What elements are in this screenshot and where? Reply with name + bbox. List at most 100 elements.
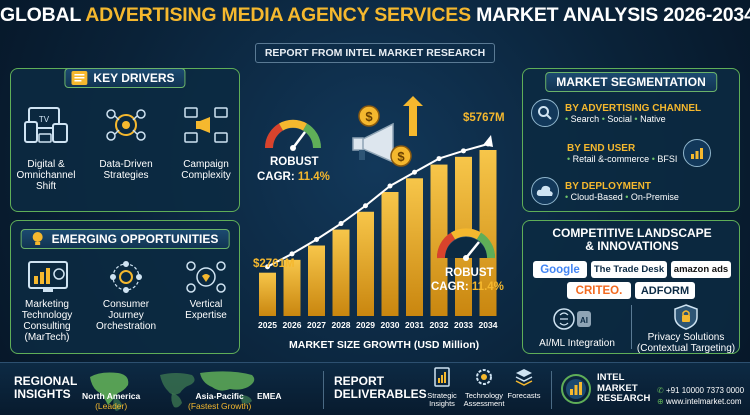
chart-bar-2032 (430, 164, 448, 316)
deliverable-forecasts: Forecasts (506, 367, 542, 400)
phone-line: ✆ +91 10000 7373 0000 (657, 386, 745, 395)
logo-adform: ADFORM (635, 282, 695, 299)
chart-bar-2026 (283, 259, 301, 316)
chart-tick-2028: 2028 (332, 320, 351, 330)
emerging-label-2: Consumer Journey Orchestration (95, 299, 157, 332)
trend-point-2030 (387, 183, 393, 189)
website-line[interactable]: ⊕ www.intelmarket.com (657, 397, 742, 406)
deliverable-technology-assessment: Technology Assessment (462, 367, 506, 408)
trend-point-2031 (412, 169, 417, 175)
intel-market-logo-icon (561, 374, 591, 404)
emerging-label-3: Vertical Expertise (185, 299, 227, 321)
start-value-label: $2761M (253, 258, 295, 270)
devices-icon: TV (23, 105, 69, 145)
innovation-label-ai: AI/ML Integration (539, 338, 615, 349)
chart-tick-2034: 2034 (479, 320, 498, 330)
chart-tick-2025: 2025 (258, 320, 277, 330)
key-drivers-heading: KEY DRIVERS (64, 68, 186, 88)
cloud-icon (531, 177, 559, 205)
globe-icon: ⊕ (657, 397, 664, 406)
shield-lock-icon (674, 304, 698, 330)
chart-axis-title: MARKET SIZE GROWTH (USD Million) (289, 339, 480, 351)
logo-trade-desk: The Trade Desk (591, 261, 667, 278)
chart-bar-2034 (479, 150, 497, 316)
chart-tick-2032: 2032 (430, 320, 449, 330)
bottom-bar: REGIONAL INSIGHTS North America (Leader)… (0, 362, 750, 415)
svg-text:$: $ (397, 149, 405, 164)
growth-section: ROBUST CAGR: 11.4% $ $ 2025 2026 2027 2028 2… (245, 68, 510, 360)
chart-tick-2027: 2027 (307, 320, 326, 330)
trend-point-2032 (436, 156, 442, 162)
innovation-label-privacy: Privacy Solutions (Contextual Targeting) (636, 332, 736, 354)
competitive-heading: COMPETITIVE LANDSCAPE & INNOVATIONS (552, 226, 712, 253)
segment-channel-items: • Search • Social • Native (565, 113, 666, 124)
emerging-opportunities-panel: EMERGING OPPORTUNITIES Marketing Technol… (10, 220, 240, 354)
list-icon (71, 71, 88, 85)
journey-icon (103, 257, 149, 297)
chart-icon (683, 139, 712, 167)
lightbulb-icon (32, 232, 43, 245)
title-part-1: GLOBAL (0, 4, 86, 26)
ai-robot-icon: AI (553, 308, 591, 330)
cagr-label-bottom: CAGR: 11.4% (431, 281, 504, 293)
logo-criteo: CRITEO. (567, 282, 631, 299)
layers-icon (515, 369, 533, 386)
segment-deployment: BY DEPLOYMENT • Cloud-Based • On-Premise (531, 177, 679, 205)
driver-label-2: Data-Driven Strategies (99, 159, 153, 181)
report-source-banner: REPORT FROM INTEL MARKET RESEARCH (255, 43, 495, 63)
megaphone-network-icon (183, 105, 229, 145)
robust-label-bottom: ROBUST (445, 267, 494, 279)
segmentation-heading: MARKET SEGMENTATION (545, 72, 717, 92)
segment-channel-title: BY ADVERTISING CHANNEL (565, 102, 702, 114)
gear-check-icon (476, 369, 492, 385)
chart-tick-2031: 2031 (405, 320, 424, 330)
trend-point-2026 (289, 251, 295, 257)
title-part-3: MARKET ANALYSIS 2026-2034 (470, 4, 750, 26)
divider (631, 305, 632, 349)
trend-line (267, 143, 489, 268)
end-value-label: $5767M (463, 112, 505, 124)
megaphone-coins-icon: $ $ (352, 96, 423, 167)
chart-bar-2028 (332, 229, 350, 316)
region-emea: EMEA (257, 391, 282, 401)
contact-info: ✆ +91 10000 7373 0000 ⊕ www.intelmarket.… (657, 385, 744, 407)
emerging-heading: EMERGING OPPORTUNITIES (20, 229, 230, 249)
trend-point-2029 (363, 203, 368, 209)
emerging-label-1: Marketing Technology Consulting (MarTech… (21, 299, 73, 343)
world-map-icon (90, 371, 255, 411)
competitive-landscape-panel: COMPETITIVE LANDSCAPE & INNOVATIONS Goog… (522, 220, 740, 354)
growth-bar-chart: 2025 2026 2027 2028 2029 2030 2031 2032 2033 2034 (258, 135, 498, 330)
segment-deployment-items: • Cloud-Based • On-Premise (565, 191, 679, 202)
chart-bar-2025 (259, 272, 276, 316)
document-chart-icon (434, 367, 450, 387)
trend-point-2025 (265, 264, 270, 270)
chart-bar-2029 (357, 211, 374, 316)
bottom-divider-2 (551, 371, 552, 409)
search-icon (531, 99, 559, 127)
key-drivers-panel: KEY DRIVERS TV Digital & Omnichannel Shi… (10, 68, 240, 212)
chart-bar-2030 (381, 192, 399, 316)
phone-icon: ✆ (657, 386, 664, 395)
segment-deployment-title: BY DEPLOYMENT (565, 180, 651, 192)
trend-arrowhead (483, 135, 493, 147)
chart-tick-2029: 2029 (356, 320, 375, 330)
market-segmentation-panel: MARKET SEGMENTATION BY ADVERTISING CHANN… (522, 68, 740, 212)
svg-text:AI: AI (580, 316, 588, 325)
chart-bar-2027 (308, 245, 325, 316)
trend-point-2028 (338, 221, 344, 227)
chart-tick-2030: 2030 (381, 320, 400, 330)
logo-amazon-ads: amazon ads (671, 261, 731, 278)
cagr-label-top: CAGR: 11.4% (257, 171, 330, 183)
robust-label-top: ROBUST (270, 156, 319, 168)
brand-name: INTEL MARKET RESEARCH (597, 372, 651, 404)
segment-end-user-title: BY END USER (567, 142, 636, 154)
segment-end-user: BY END USER • Retail &-commerce • BFSI (567, 139, 712, 167)
bottom-divider (323, 371, 324, 409)
trend-point-2033 (461, 148, 466, 154)
report-deliverables-title: REPORT DELIVERABLES (334, 374, 427, 401)
trend-point-2027 (314, 237, 319, 243)
page-title: GLOBAL ADVERTISING MEDIA AGENCY SERVICES… (0, 4, 750, 27)
chart-bar-2031 (406, 178, 423, 316)
driver-label-1: Digital & Omnichannel Shift (16, 159, 76, 192)
brain-gear-icon (103, 105, 149, 145)
